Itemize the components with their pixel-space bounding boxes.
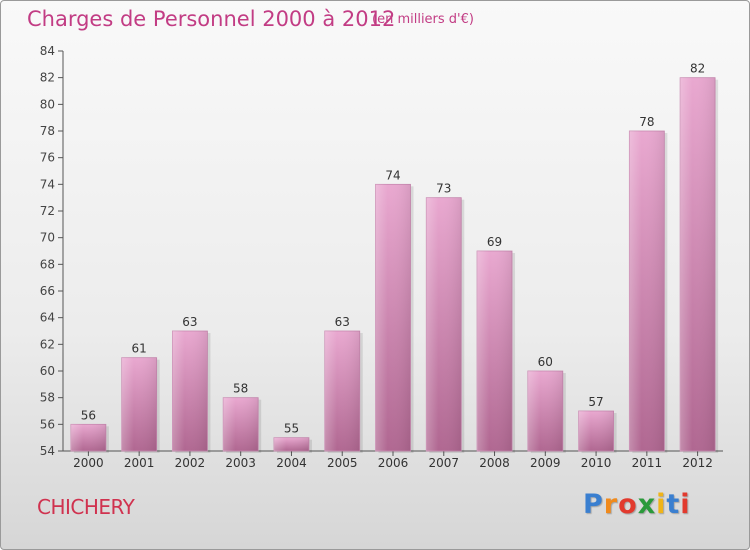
x-tick-label: 2012 bbox=[682, 456, 713, 470]
bar-value-label: 56 bbox=[81, 408, 96, 422]
chart-subtitle: (en milliers d'€) bbox=[372, 12, 474, 27]
y-tick-label: 60 bbox=[40, 364, 55, 378]
commune-name: CHICHERY bbox=[37, 495, 135, 519]
y-tick-label: 66 bbox=[40, 284, 55, 298]
bar-value-label: 60 bbox=[538, 355, 553, 369]
bar-value-label: 78 bbox=[639, 115, 654, 129]
bar-value-label: 58 bbox=[233, 382, 248, 396]
x-tick-label: 2010 bbox=[581, 456, 612, 470]
x-tick-label: 2009 bbox=[530, 456, 561, 470]
logo-letter: P bbox=[583, 489, 604, 520]
bar-value-label: 82 bbox=[690, 62, 705, 76]
x-tick-label: 2011 bbox=[632, 456, 663, 470]
bar-shine bbox=[527, 371, 563, 451]
bar-shine bbox=[172, 331, 208, 451]
bar-shine bbox=[70, 424, 106, 451]
y-tick-label: 74 bbox=[40, 177, 55, 191]
bar-value-label: 63 bbox=[335, 315, 350, 329]
y-tick-label: 84 bbox=[40, 44, 55, 58]
y-tick-label: 80 bbox=[40, 97, 55, 111]
bar-value-label: 55 bbox=[284, 422, 299, 436]
x-tick-label: 2004 bbox=[276, 456, 307, 470]
bar-value-label: 69 bbox=[487, 235, 502, 249]
y-tick-label: 58 bbox=[40, 391, 55, 405]
bar-value-label: 73 bbox=[436, 182, 451, 196]
x-tick-label: 2005 bbox=[327, 456, 358, 470]
x-tick-label: 2002 bbox=[175, 456, 206, 470]
logo-letter: r bbox=[603, 489, 619, 520]
y-tick-label: 54 bbox=[40, 444, 55, 458]
logo-letter: t bbox=[666, 489, 681, 520]
x-tick-label: 2007 bbox=[428, 456, 459, 470]
y-tick-label: 82 bbox=[40, 71, 55, 85]
logo-letter: i bbox=[656, 489, 667, 520]
chart-title: Charges de Personnel 2000 à 2012 bbox=[27, 7, 396, 31]
y-tick-label: 70 bbox=[40, 231, 55, 245]
bar-value-label: 61 bbox=[132, 342, 147, 356]
x-tick-label: 2001 bbox=[124, 456, 155, 470]
logo-letter: i bbox=[680, 489, 691, 520]
logo-letter: o bbox=[618, 489, 638, 520]
y-tick-label: 68 bbox=[40, 257, 55, 271]
bar-shine bbox=[629, 131, 665, 451]
bar-shine bbox=[324, 331, 360, 451]
y-tick-label: 62 bbox=[40, 337, 55, 351]
bar-shine bbox=[375, 184, 411, 452]
bar-value-label: 74 bbox=[385, 168, 400, 182]
bar-shine bbox=[578, 411, 614, 451]
x-tick-label: 2006 bbox=[378, 456, 409, 470]
bar-shine bbox=[273, 437, 309, 451]
bar-shine bbox=[477, 251, 513, 451]
bar-shine bbox=[223, 397, 259, 451]
x-tick-label: 2008 bbox=[479, 456, 510, 470]
y-tick-label: 56 bbox=[40, 417, 55, 431]
logo-letter: x bbox=[637, 489, 657, 520]
y-tick-label: 72 bbox=[40, 204, 55, 218]
bar-value-label: 63 bbox=[182, 315, 197, 329]
bar-shine bbox=[121, 357, 157, 451]
bar-shine bbox=[426, 197, 462, 451]
proxiti-logo[interactable]: Proxiti bbox=[583, 489, 691, 520]
y-tick-label: 76 bbox=[40, 151, 55, 165]
bar-shine bbox=[680, 77, 716, 452]
y-tick-label: 78 bbox=[40, 124, 55, 138]
bar-value-label: 57 bbox=[588, 395, 603, 409]
x-tick-label: 2000 bbox=[73, 456, 104, 470]
y-tick-label: 64 bbox=[40, 311, 55, 325]
x-tick-label: 2003 bbox=[225, 456, 256, 470]
